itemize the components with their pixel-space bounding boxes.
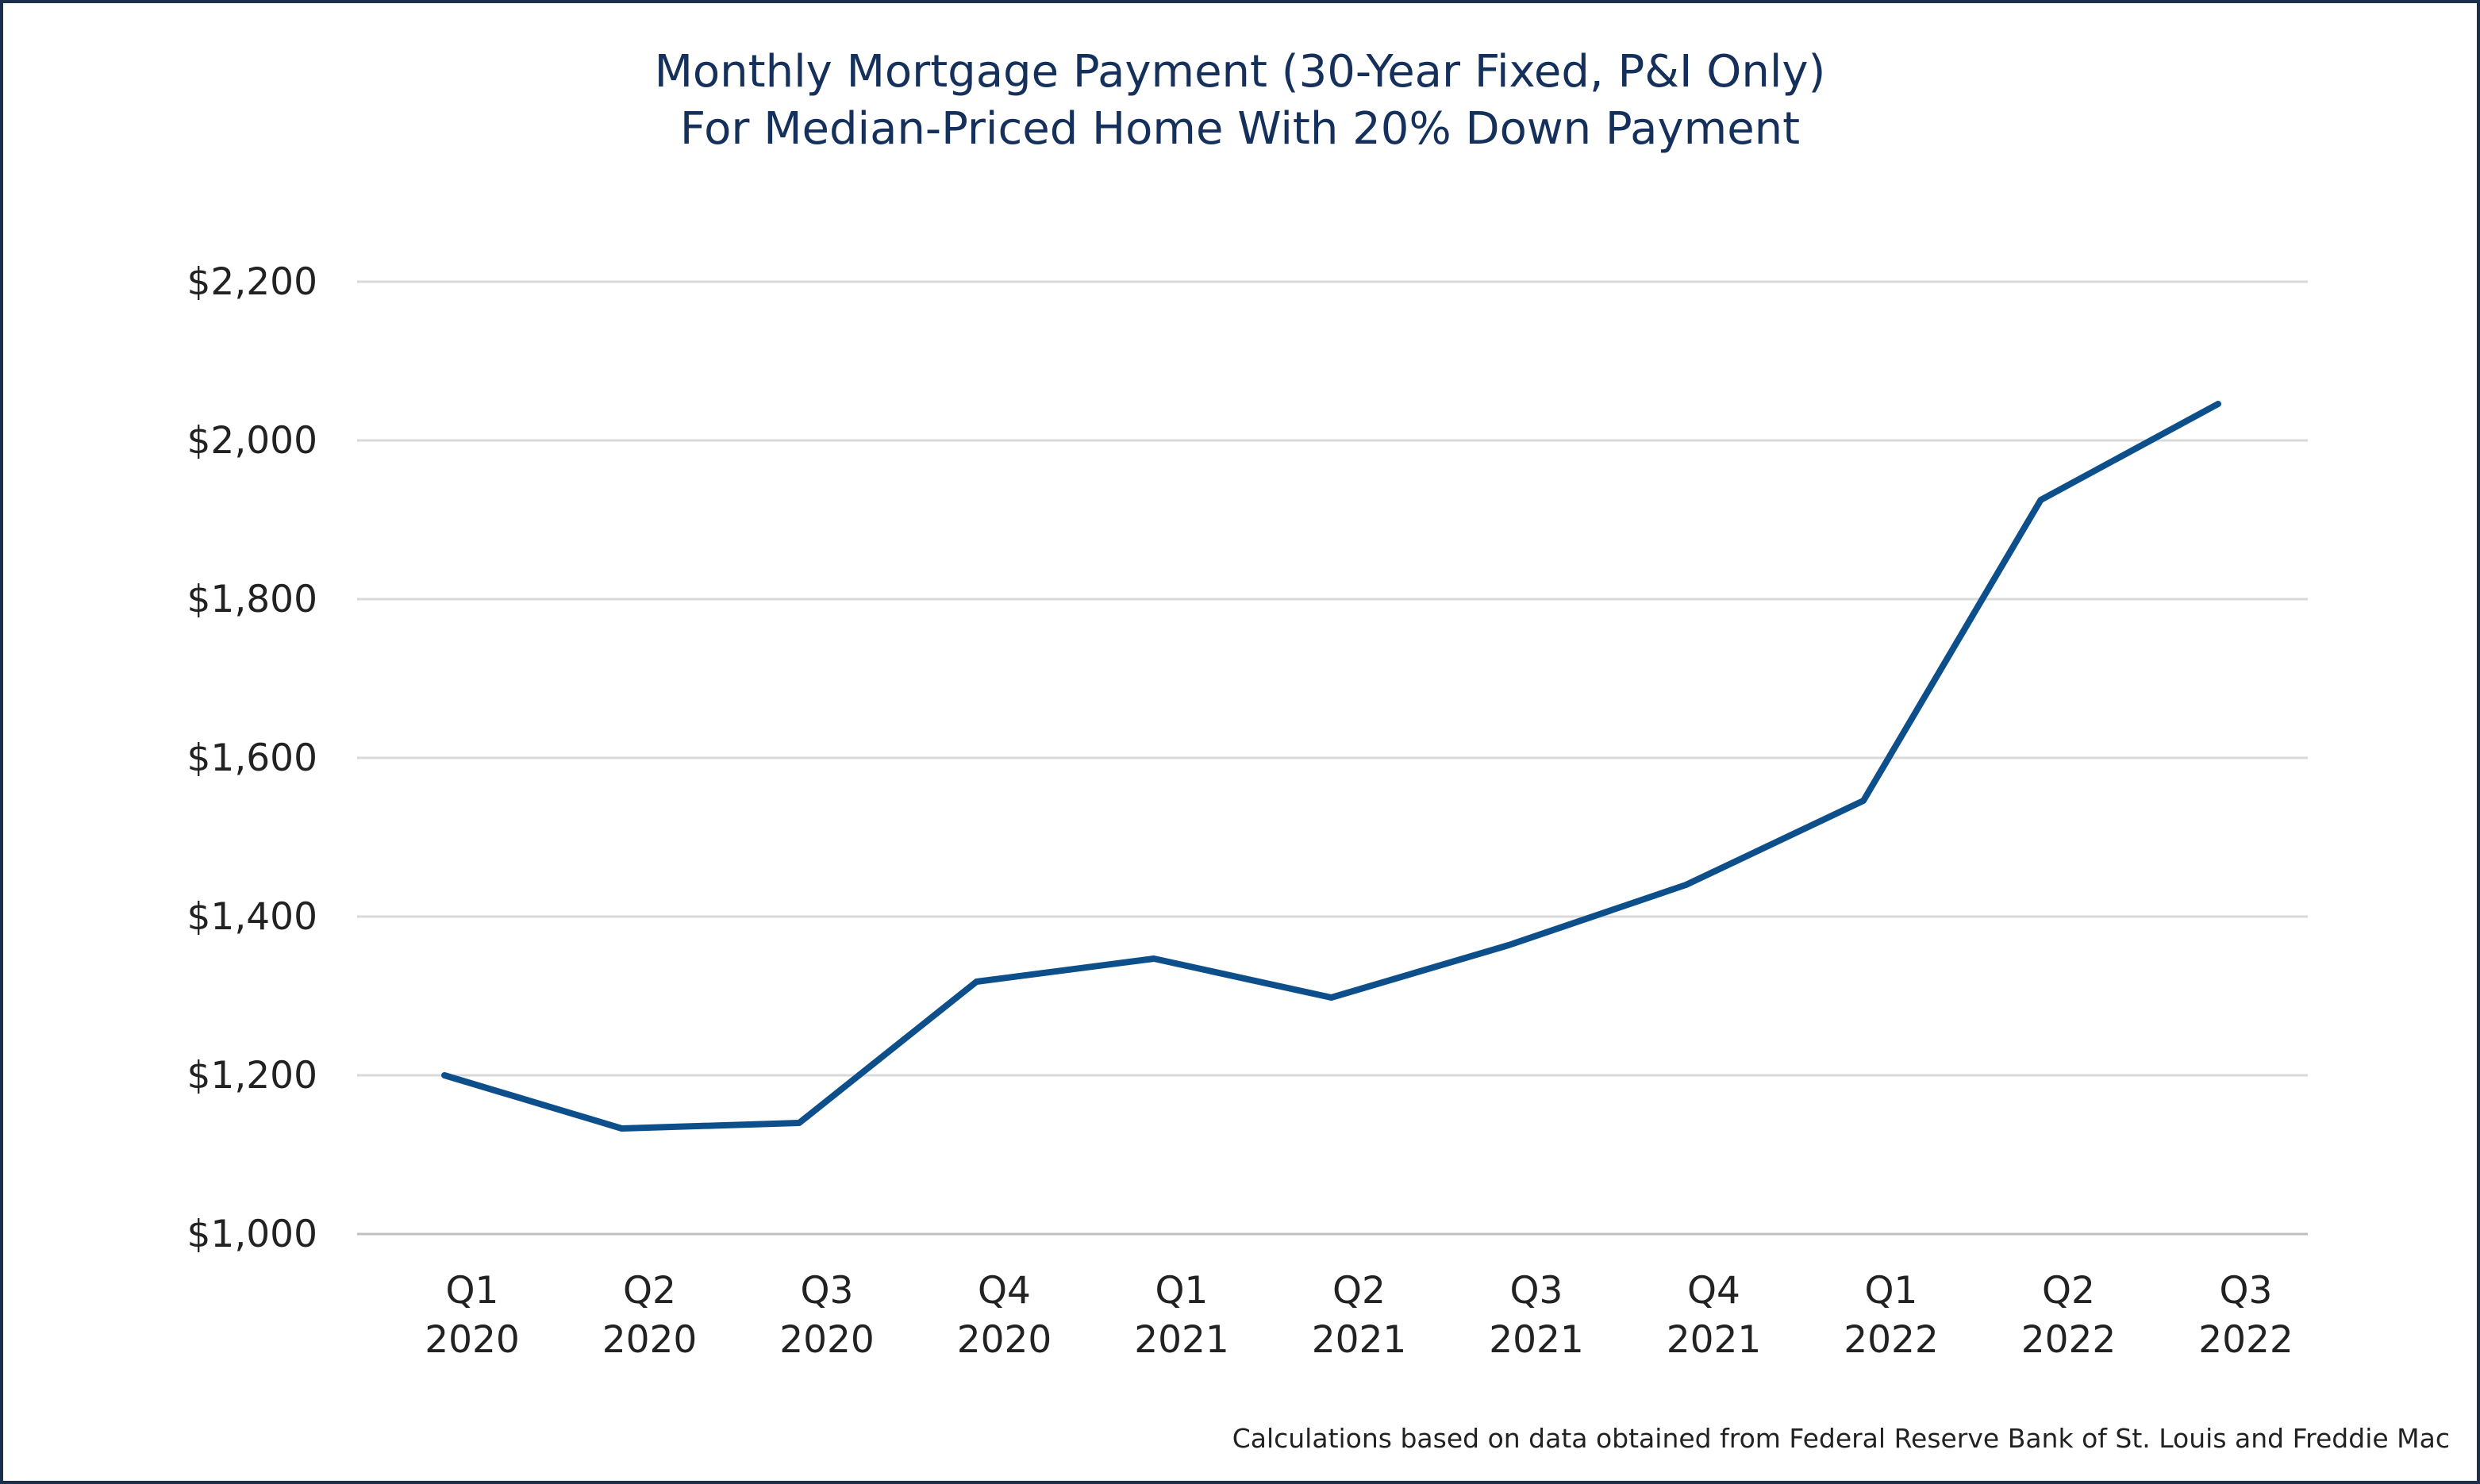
y-tick-label: $2,200 — [187, 260, 317, 304]
x-tick-label: Q2 2021 — [1312, 1269, 1407, 1362]
x-tick-quarter: Q2 — [1332, 1269, 1386, 1313]
y-axis-labels: $1,000 $1,200 $1,400 $1,600 $1,800 $2,000 $2,2… — [187, 260, 317, 1256]
x-tick-year: 2021 — [1489, 1318, 1584, 1362]
x-tick-quarter: Q3 — [1510, 1269, 1563, 1313]
y-tick-label: $1,000 — [187, 1213, 317, 1256]
x-tick-quarter: Q2 — [623, 1269, 676, 1313]
x-tick-label: Q2 2020 — [602, 1269, 698, 1362]
x-tick-quarter: Q4 — [1687, 1269, 1740, 1313]
source-note: Calculations based on data obtained from… — [1232, 1423, 2450, 1454]
y-tick-label: $1,800 — [187, 578, 317, 621]
x-tick-year: 2022 — [2021, 1318, 2117, 1362]
x-tick-year: 2021 — [1667, 1318, 1762, 1362]
x-tick-year: 2022 — [1844, 1318, 1939, 1362]
x-tick-year: 2020 — [425, 1318, 520, 1362]
x-tick-quarter: Q2 — [2042, 1269, 2095, 1313]
series-group — [441, 401, 2221, 1132]
x-tick-quarter: Q1 — [1865, 1269, 1918, 1313]
y-tick-label: $1,200 — [187, 1054, 317, 1098]
x-tick-year: 2020 — [779, 1318, 875, 1362]
x-tick-year: 2020 — [602, 1318, 698, 1362]
x-tick-label: Q1 2022 — [1844, 1269, 1939, 1362]
x-tick-label: Q3 2020 — [779, 1269, 875, 1362]
x-tick-label: Q3 2021 — [1489, 1269, 1584, 1362]
chart-title: Monthly Mortgage Payment (30-Year Fixed,… — [654, 46, 1826, 98]
x-tick-year: 2021 — [1312, 1318, 1407, 1362]
chart-subtitle: For Median-Priced Home With 20% Down Pay… — [679, 103, 1801, 155]
y-tick-label: $2,000 — [187, 419, 317, 463]
x-tick-year: 2021 — [1134, 1318, 1229, 1362]
x-tick-quarter: Q1 — [1155, 1269, 1209, 1313]
x-tick-label: Q1 2020 — [425, 1269, 520, 1362]
x-tick-quarter: Q4 — [978, 1269, 1031, 1313]
x-tick-label: Q2 2022 — [2021, 1269, 2117, 1362]
x-tick-quarter: Q3 — [2220, 1269, 2273, 1313]
x-tick-quarter: Q1 — [446, 1269, 499, 1313]
x-tick-label: Q3 2022 — [2198, 1269, 2294, 1362]
x-tick-label: Q4 2021 — [1667, 1269, 1762, 1362]
x-axis-labels: Q1 2020 Q2 2020 Q3 2020 Q4 2020 Q1 2021 Q2 2021 Q3 20… — [425, 1269, 2294, 1362]
chart-title-block: Monthly Mortgage Payment (30-Year Fixed,… — [0, 44, 2480, 158]
x-tick-quarter: Q3 — [801, 1269, 854, 1313]
x-tick-label: Q4 2020 — [957, 1269, 1052, 1362]
y-tick-label: $1,600 — [187, 736, 317, 780]
y-tick-label: $1,400 — [187, 895, 317, 939]
x-tick-year: 2022 — [2198, 1318, 2294, 1362]
x-tick-year: 2020 — [957, 1318, 1052, 1362]
gridlines — [357, 280, 2308, 1236]
series-line — [441, 401, 2221, 1132]
x-tick-label: Q1 2021 — [1134, 1269, 1229, 1362]
